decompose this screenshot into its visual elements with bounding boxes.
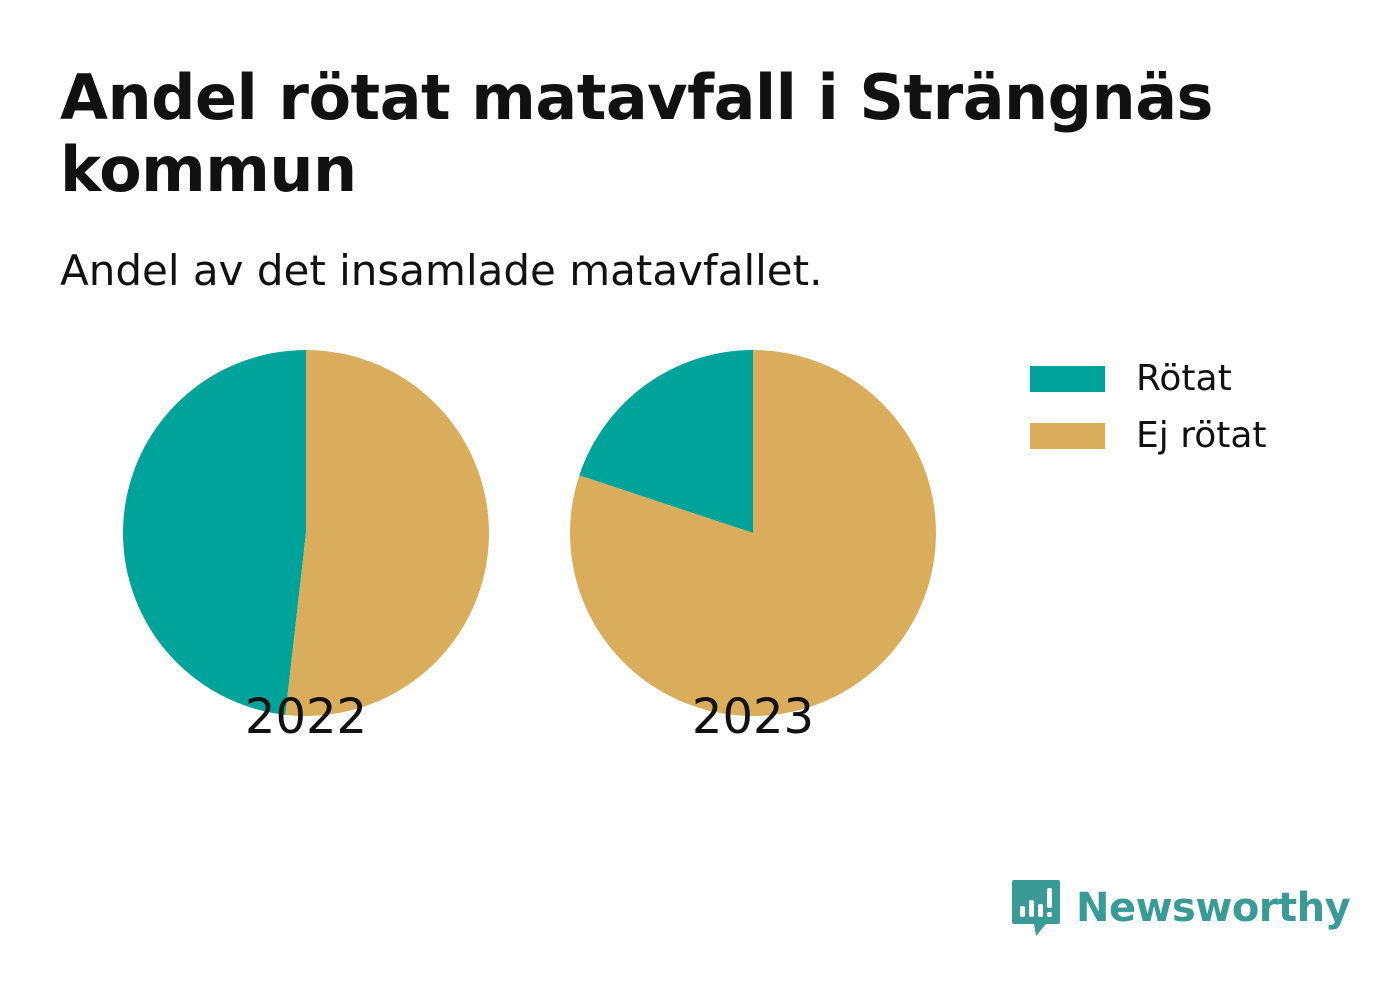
legend-swatch-ej-rotat xyxy=(1030,422,1105,449)
chart-subtitle: Andel av det insamlade matavfallet. xyxy=(60,246,823,295)
brand-name: Newsworthy xyxy=(1076,885,1351,931)
legend-swatch-rotat xyxy=(1030,365,1105,392)
slice-2022-ej-rotat xyxy=(285,350,490,716)
pie-label-2023: 2023 xyxy=(692,689,814,745)
pie-label-2022: 2022 xyxy=(245,689,367,745)
pie-charts: 2022 2023 xyxy=(123,350,936,745)
legend-label-rotat: Rötat xyxy=(1136,357,1232,399)
pie-2023: 2023 xyxy=(570,350,936,745)
pie-2022: 2022 xyxy=(123,350,490,745)
slice-2023-ej-rotat xyxy=(570,350,936,716)
slice-2022-rotat xyxy=(123,350,306,715)
newsworthy-icon xyxy=(1012,880,1060,936)
slice-2023-rotat xyxy=(579,350,753,533)
legend-item-ej-rotat: Ej rötat xyxy=(1030,407,1267,464)
legend: Rötat Ej rötat xyxy=(1030,350,1267,464)
newsworthy-logo: Newsworthy xyxy=(1010,878,1351,938)
chart-title: Andel rötat matavfall i Strängnäs kommun xyxy=(60,61,1213,206)
legend-item-rotat: Rötat xyxy=(1030,350,1267,407)
legend-label-ej-rotat: Ej rötat xyxy=(1136,414,1267,456)
